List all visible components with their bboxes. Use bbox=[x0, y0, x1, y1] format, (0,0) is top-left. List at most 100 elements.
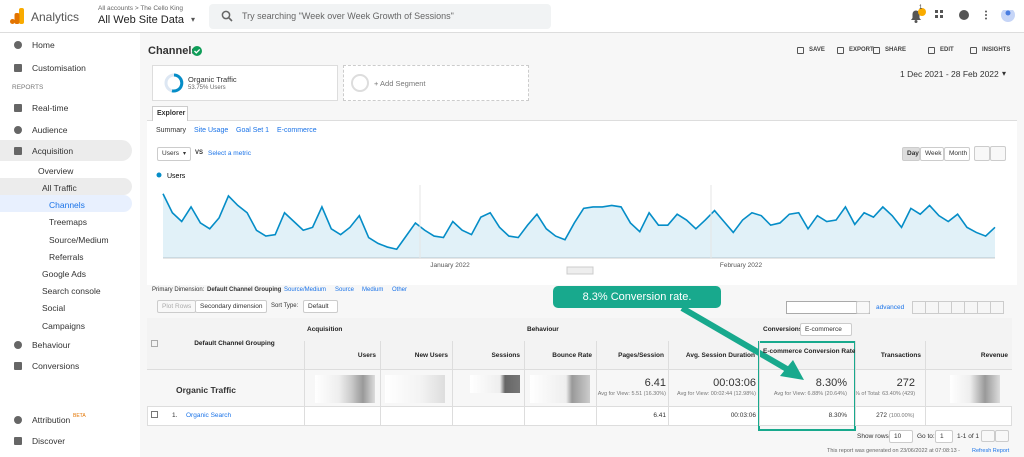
nav-item[interactable]: Referrals bbox=[49, 252, 84, 262]
column-header[interactable]: E-commerce Conversion Rate bbox=[763, 348, 856, 355]
refresh[interactable]: Refresh Report bbox=[972, 448, 1010, 454]
advanced[interactable]: advanced bbox=[876, 304, 905, 311]
nav-item[interactable]: Conversions bbox=[32, 361, 80, 371]
nav-item[interactable]: Source/Medium bbox=[49, 235, 109, 245]
notifications[interactable] bbox=[908, 8, 928, 24]
column-header[interactable]: Pages/Session bbox=[618, 352, 664, 359]
secondary-dimension[interactable]: Secondary dimension bbox=[195, 300, 267, 313]
nav-item[interactable]: Campaigns bbox=[42, 321, 85, 331]
group-header: Behaviour bbox=[527, 326, 559, 333]
top-bar bbox=[0, 0, 1024, 33]
header-checkbox[interactable] bbox=[151, 340, 158, 347]
note: Avg for View: 6.88% (20.64%) bbox=[773, 391, 847, 397]
dimension[interactable]: Other bbox=[392, 287, 408, 293]
top-icons[interactable] bbox=[935, 10, 1024, 26]
rows-select[interactable]: 10 bbox=[889, 430, 913, 443]
action[interactable]: EXPORT bbox=[849, 47, 874, 53]
nav-item[interactable]: Attribution bbox=[32, 415, 71, 425]
column-divider bbox=[855, 341, 856, 426]
nav-icon bbox=[14, 64, 22, 72]
dropdown-icon: ▾ bbox=[191, 15, 196, 24]
segment-ring bbox=[164, 73, 184, 93]
action[interactable]: SAVE bbox=[809, 47, 825, 53]
nav-item[interactable]: Customisation bbox=[32, 63, 86, 73]
column-header[interactable]: Sessions bbox=[491, 352, 520, 359]
column-header[interactable]: Default Channel Grouping bbox=[194, 340, 275, 347]
subtab[interactable]: Summary bbox=[156, 127, 186, 134]
nav-icon bbox=[14, 341, 22, 349]
subtab[interactable]: E-commerce bbox=[277, 127, 317, 134]
column-header[interactable]: Avg. Session Duration bbox=[685, 352, 755, 359]
interval[interactable]: Month bbox=[944, 147, 970, 161]
search-box[interactable] bbox=[209, 4, 551, 29]
nav-item[interactable]: Home bbox=[32, 40, 55, 50]
row-checkbox[interactable] bbox=[151, 411, 158, 418]
column-header[interactable]: Transactions bbox=[880, 352, 921, 359]
column-divider bbox=[524, 341, 525, 426]
segment-name: Organic Traffic bbox=[188, 75, 237, 84]
page-input[interactable]: 1 bbox=[935, 430, 953, 443]
property[interactable]: All Web Site Data bbox=[98, 14, 185, 26]
add-segment[interactable] bbox=[343, 65, 529, 101]
dimension[interactable]: Medium bbox=[362, 287, 384, 293]
view-toggles[interactable] bbox=[912, 301, 1004, 314]
nav-item[interactable]: Search console bbox=[42, 286, 101, 296]
action-icon bbox=[797, 47, 804, 54]
date-dropdown: ▾ bbox=[1002, 69, 1007, 78]
group-header: Acquisition bbox=[307, 326, 343, 333]
column-header[interactable]: New Users bbox=[414, 352, 448, 359]
sidebar-highlight bbox=[0, 178, 132, 195]
conversion-select[interactable]: E-commerce bbox=[800, 323, 852, 336]
breadcrumb[interactable]: All accounts > The Cello King bbox=[98, 5, 183, 12]
cell: (100.00%) bbox=[889, 413, 915, 419]
subtab[interactable]: Goal Set 1 bbox=[236, 127, 270, 134]
row-name[interactable]: Organic Search bbox=[186, 412, 232, 419]
plot-rows[interactable]: Plot Rows bbox=[157, 300, 197, 313]
nav-icon bbox=[14, 362, 22, 370]
column-divider bbox=[925, 341, 926, 426]
date-range[interactable]: 1 Dec 2021 - 28 Feb 2022 bbox=[900, 69, 999, 79]
tab[interactable]: Explorer bbox=[152, 106, 188, 121]
nav-item[interactable]: All Traffic bbox=[42, 183, 77, 193]
column-header[interactable]: Revenue bbox=[980, 352, 1008, 359]
next-page[interactable] bbox=[995, 430, 1009, 442]
nav-item[interactable]: Discover bbox=[32, 436, 66, 446]
chart-type[interactable] bbox=[990, 146, 1006, 161]
cell: 00:03:06 bbox=[730, 412, 756, 419]
nav-item[interactable]: Social bbox=[42, 303, 66, 313]
nav-item[interactable]: Acquisition bbox=[32, 146, 74, 156]
nav-item[interactable]: Audience bbox=[32, 125, 68, 135]
nav-item[interactable]: Treemaps bbox=[49, 217, 87, 227]
sort-select[interactable]: Default bbox=[303, 300, 338, 313]
select-metric[interactable]: Select a metric bbox=[208, 150, 251, 157]
note: % of Total: 63.40% (429) bbox=[855, 391, 916, 397]
nav-item[interactable]: Real-time bbox=[32, 103, 69, 113]
column-header[interactable]: Users bbox=[357, 352, 376, 359]
table-header bbox=[147, 318, 1012, 370]
chart: Users January 2022 February 2022 bbox=[156, 172, 996, 275]
primary-dimension: Primary Dimension: bbox=[152, 287, 205, 293]
totals-name: Organic Traffic bbox=[176, 385, 236, 395]
column-header[interactable]: Bounce Rate bbox=[552, 352, 592, 359]
action[interactable]: INSIGHTS bbox=[982, 47, 1011, 53]
sidebar-selected bbox=[0, 195, 132, 212]
subtab[interactable]: Site Usage bbox=[194, 127, 229, 134]
search-button[interactable] bbox=[856, 301, 870, 314]
chart-type[interactable] bbox=[974, 146, 990, 161]
dimension[interactable]: Source bbox=[335, 287, 355, 293]
nav-item[interactable]: Behaviour bbox=[32, 340, 71, 350]
total-pages-session: 6.41 bbox=[644, 377, 666, 389]
interval[interactable]: Week bbox=[920, 147, 944, 161]
dimension[interactable]: Source/Medium bbox=[284, 287, 327, 293]
interval[interactable]: Day bbox=[902, 147, 920, 161]
prev-page[interactable] bbox=[981, 430, 995, 442]
note: Avg for View: 5.51 (16.30%) bbox=[597, 391, 666, 397]
nav-item[interactable]: Overview bbox=[38, 166, 74, 176]
hidden-value bbox=[315, 375, 375, 403]
nav-item[interactable]: Channels bbox=[49, 200, 85, 210]
action[interactable]: EDIT bbox=[940, 47, 954, 53]
metric-select[interactable]: Users bbox=[157, 147, 191, 161]
verified-icon bbox=[192, 46, 202, 56]
nav-item[interactable]: Google Ads bbox=[42, 269, 86, 279]
action[interactable]: SHARE bbox=[885, 47, 907, 53]
